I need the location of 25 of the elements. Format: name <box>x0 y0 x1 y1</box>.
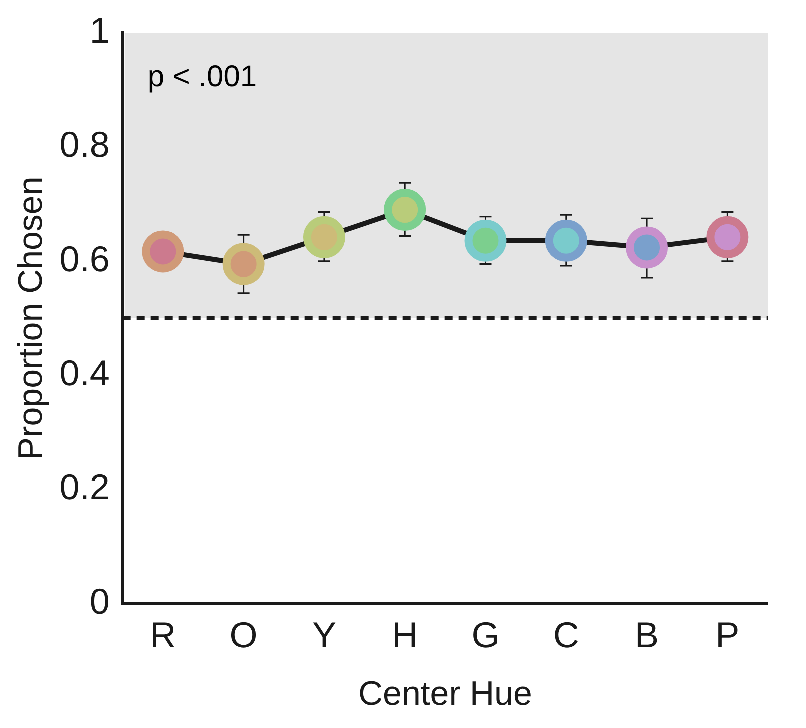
point <box>464 220 507 262</box>
x-tick-label: B <box>635 614 660 656</box>
x-axis-title: Center Hue <box>358 674 532 713</box>
y-tick-label: 0 <box>90 580 110 622</box>
point <box>545 220 588 262</box>
y-axis-title: Proportion Chosen <box>12 176 50 460</box>
x-tick-label: Y <box>312 614 336 656</box>
x-tick-label: G <box>472 614 500 656</box>
x-tick-label: O <box>230 614 258 656</box>
y-tick-label: 0.2 <box>60 466 110 508</box>
y-tick-label: 0.4 <box>60 352 110 394</box>
y-tick-label: 0.6 <box>60 238 110 280</box>
point <box>384 189 426 232</box>
point <box>303 216 346 258</box>
y-tick-label: 0.8 <box>60 124 110 166</box>
point <box>142 230 184 273</box>
point <box>706 216 749 258</box>
x-tick-label: H <box>392 614 418 656</box>
x-tick-label: P <box>716 614 740 656</box>
point <box>626 226 668 269</box>
point <box>222 243 265 286</box>
y-tick-label: 1 <box>90 10 110 51</box>
annotation: p < .001 <box>148 60 258 94</box>
x-tick-label: R <box>150 614 176 656</box>
x-tick-label: C <box>553 614 580 656</box>
